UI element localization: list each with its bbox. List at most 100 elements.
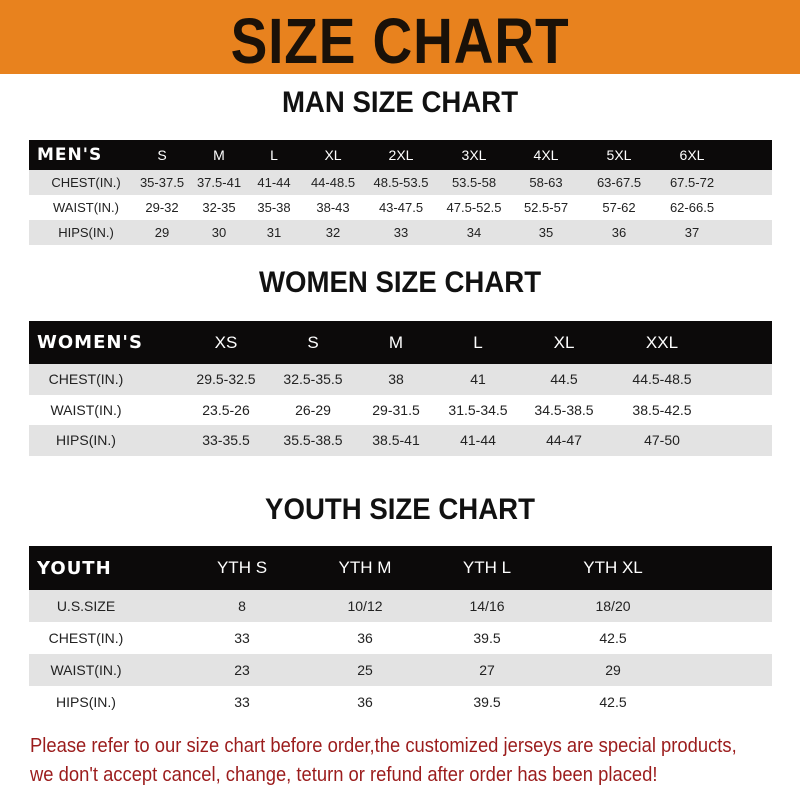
table-header-row: YOUTH YTH S YTH M YTH L YTH XL [29,546,772,590]
table-cell: 33 [234,630,250,646]
notice-line-2: we don't accept cancel, change, teturn o… [30,764,658,786]
table-cell: 37 [684,225,700,240]
header-label: WOMEN'S [37,332,143,353]
table-cell: 38.5-42.5 [632,401,692,418]
row-label: WAIST(IN.) [53,200,119,215]
column-header: S [307,332,319,352]
table-cell: 33 [393,225,409,240]
notice-line-1: Please refer to our size chart before or… [30,735,737,757]
table-cell: 44-47 [546,432,582,449]
header-label: MEN'S [37,145,103,165]
table-cell: 67.5-72 [669,175,715,190]
table-cell: 23.5-26 [202,401,250,418]
table-cell: 35 [538,225,554,240]
table-cell: 32-35 [202,200,236,215]
table-row: CHEST(IN.) 33 36 39.5 42.5 [29,622,772,654]
table-cell: 36 [357,630,373,646]
row-label: CHEST(IN.) [48,630,124,646]
table-cell: 38.5-41 [372,432,420,449]
row-label: U.S.SIZE [56,598,116,614]
table-cell: 29-31.5 [372,401,420,418]
column-header: L [270,147,278,163]
table-row: HIPS(IN.) 33-35.5 35.5-38.5 38.5-41 41-44 44-… [29,425,772,456]
section-title: MAN SIZE CHART [281,86,519,119]
column-header: S [157,147,167,163]
table-cell: 35-37.5 [139,175,185,190]
table-cell: 38-43 [316,200,350,215]
table-cell: 41-44 [460,432,496,449]
table-cell: 44-48.5 [310,175,356,190]
column-header: 3XL [461,147,487,163]
row-label: WAIST(IN.) [50,662,122,678]
table-cell: 32 [325,225,341,240]
table-header-row: WOMEN'S XS S M L XL XXL [29,321,772,364]
header-label: YOUTH [37,557,112,579]
section-title: YOUTH SIZE CHART [265,493,535,526]
column-header: YTH S [216,558,268,577]
column-header: XL [324,147,342,163]
row-label: HIPS(IN.) [56,432,116,449]
table-cell: 31.5-34.5 [448,401,508,418]
table-cell: 37.5-41 [196,175,242,190]
table-cell: 48.5-53.5 [373,175,429,190]
table-row: HIPS(IN.) 29 30 31 32 33 34 35 36 37 [29,220,772,245]
table-cell: 26-29 [295,401,331,418]
table-cell: 47.5-52.5 [446,200,502,215]
table-cell: 38 [388,371,404,388]
table-cell: 30 [211,225,227,240]
table-row: HIPS(IN.) 33 36 39.5 42.5 [29,686,772,718]
table-cell: 44.5 [550,371,578,388]
column-header: YTH XL [583,558,643,577]
table-cell: 33 [234,694,250,710]
table-cell: 57-62 [602,200,636,215]
page-title: SIZE CHART [230,5,570,77]
table-cell: 44.5-48.5 [632,371,692,388]
column-header: 6XL [679,147,705,163]
table-cell: 47-50 [644,432,680,449]
table-cell: 29-32 [145,200,179,215]
table-cell: 25 [357,662,373,678]
table-cell: 29 [605,662,621,678]
column-header: M [213,147,225,163]
table-cell: 39.5 [473,694,501,710]
column-header: XS [214,332,238,352]
table-header-row: MEN'S S M L XL 2XL 3XL 4XL 5XL 6XL [29,140,772,170]
table-cell: 43-47.5 [378,200,424,215]
table-cell: 8 [238,598,246,614]
table-cell: 58-63 [529,175,563,190]
table-cell: 53.5-58 [451,175,497,190]
table-cell: 42.5 [599,694,627,710]
column-header: 2XL [388,147,414,163]
table-row: CHEST(IN.) 29.5-32.5 32.5-35.5 38 41 44.5 44.5… [29,364,772,395]
table-row: U.S.SIZE 8 10/12 14/16 18/20 [29,590,772,622]
table-cell: 29 [154,225,170,240]
table-row: WAIST(IN.) 23 25 27 29 [29,654,772,686]
column-header: YTH M [338,558,392,577]
section-title: WOMEN SIZE CHART [258,266,542,299]
table-cell: 39.5 [473,630,501,646]
row-label: WAIST(IN.) [50,401,122,418]
column-header: XL [553,332,575,352]
column-header: 4XL [533,147,559,163]
table-row: WAIST(IN.) 29-32 32-35 35-38 38-43 43-47.5 47.… [29,195,772,220]
table-cell: 29.5-32.5 [196,371,256,388]
row-label: HIPS(IN.) [58,225,114,240]
table-cell: 31 [266,225,282,240]
row-label: HIPS(IN.) [56,694,116,710]
table-cell: 32.5-35.5 [283,371,343,388]
table-cell: 35.5-38.5 [283,432,343,449]
table-cell: 52.5-57 [523,200,569,215]
column-header: XXL [645,332,679,352]
table-cell: 14/16 [469,598,505,614]
table-cell: 41 [470,371,486,388]
column-header: YTH L [462,558,512,577]
table-cell: 33-35.5 [202,432,250,449]
table-cell: 27 [479,662,495,678]
table-cell: 42.5 [599,630,627,646]
table-cell: 18/20 [595,598,631,614]
table-row: WAIST(IN.) 23.5-26 26-29 29-31.5 31.5-34.5 34… [29,395,772,426]
table-cell: 36 [357,694,373,710]
table-cell: 36 [611,225,627,240]
column-header: 5XL [606,147,632,163]
table-cell: 63-67.5 [596,175,642,190]
